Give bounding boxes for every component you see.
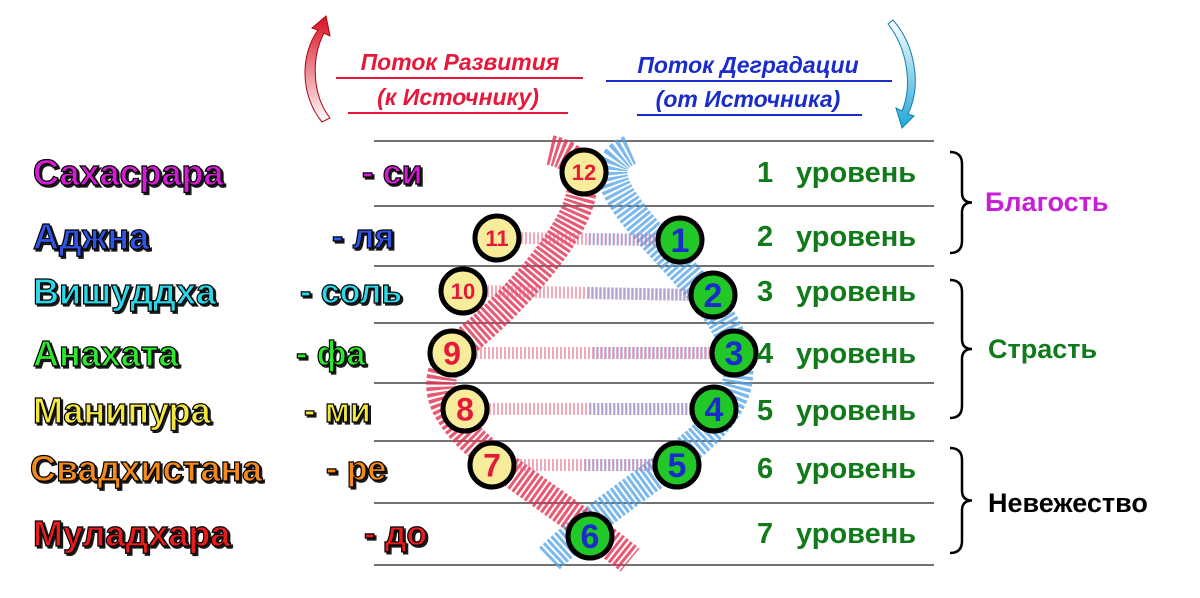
note-label: - ре bbox=[326, 450, 386, 488]
chakra-name: Аджна bbox=[33, 216, 150, 257]
development-step-circle bbox=[472, 213, 522, 263]
level-number: 1 bbox=[757, 157, 773, 189]
chakra-name: Вишуддха bbox=[33, 271, 217, 312]
development-step-number: 8 bbox=[456, 392, 474, 428]
blue-strand bbox=[537, 136, 754, 571]
level-word: уровень bbox=[796, 518, 916, 550]
note-label: - фа bbox=[296, 335, 367, 373]
degradation-step-number: 1 bbox=[671, 222, 690, 260]
note-label: - соль bbox=[300, 273, 402, 311]
group-bracket bbox=[949, 150, 973, 255]
degradation-step-circle bbox=[655, 215, 705, 265]
level-number: 2 bbox=[757, 221, 773, 253]
degradation-step-circle bbox=[565, 511, 615, 561]
degradation-flow-subtitle: (от Источника) bbox=[656, 86, 841, 112]
development-step-circle bbox=[427, 328, 477, 378]
degradation-step-circle bbox=[652, 440, 702, 490]
development-arrow-icon bbox=[304, 15, 331, 123]
chakra-name: Анахата bbox=[33, 333, 179, 374]
group-bracket bbox=[949, 278, 973, 420]
group-label: Невежество bbox=[988, 488, 1148, 518]
development-step-circle bbox=[440, 384, 490, 434]
degradation-step-number: 2 bbox=[704, 277, 723, 315]
note-label: - ля bbox=[332, 218, 394, 256]
level-word: уровень bbox=[796, 338, 916, 370]
group-label: Благость bbox=[985, 187, 1108, 217]
development-flow-subtitle: (к Источнику) bbox=[377, 84, 539, 110]
level-number: 4 bbox=[757, 338, 773, 370]
dna-helix bbox=[426, 135, 754, 572]
helix-rung-blue bbox=[587, 287, 694, 301]
helix-rung-blue bbox=[588, 233, 661, 246]
development-step-number: 10 bbox=[451, 279, 475, 304]
degradation-step-number: 5 bbox=[668, 447, 687, 485]
group-label: Страсть bbox=[988, 334, 1097, 364]
quality-groups: Благость Страсть Невежество bbox=[949, 150, 1148, 555]
development-step-circle bbox=[467, 440, 517, 490]
development-step-number: 12 bbox=[572, 160, 596, 185]
level-word: уровень bbox=[796, 276, 916, 308]
degradation-arrow-icon bbox=[887, 19, 916, 129]
note-label: - до bbox=[364, 515, 427, 553]
development-step-circle bbox=[438, 266, 488, 316]
chakra-name: Манипура bbox=[33, 390, 212, 431]
level-number: 3 bbox=[757, 276, 773, 308]
note-label: - ми bbox=[304, 392, 371, 430]
degradation-step-number: 6 bbox=[581, 518, 600, 556]
degradation-step-number: 3 bbox=[725, 335, 744, 373]
level-number: 5 bbox=[757, 395, 773, 427]
level-word: уровень bbox=[796, 157, 916, 189]
chakra-name: Муладхара bbox=[33, 513, 231, 554]
chakra-name: Свадхистана bbox=[30, 448, 263, 489]
degradation-step-circle bbox=[688, 270, 738, 320]
development-flow-title: Поток Развития bbox=[361, 49, 560, 75]
degradation-step-number: 4 bbox=[705, 391, 724, 429]
level-number: 7 bbox=[757, 518, 773, 550]
group-bracket bbox=[949, 446, 973, 555]
degradation-step-circle bbox=[689, 384, 739, 434]
level-number: 6 bbox=[757, 453, 773, 485]
development-step-number: 7 bbox=[483, 448, 501, 484]
level-word: уровень bbox=[796, 221, 916, 253]
chakra-name: Сахасрара bbox=[33, 152, 225, 193]
level-word: уровень bbox=[796, 453, 916, 485]
note-label: - си bbox=[362, 154, 423, 192]
level-word: уровень bbox=[796, 395, 916, 427]
development-step-number: 9 bbox=[443, 336, 461, 372]
development-step-number: 11 bbox=[485, 226, 508, 251]
degradation-flow-title: Поток Деградации bbox=[637, 52, 858, 78]
degradation-step-circle bbox=[709, 328, 759, 378]
development-step-circle bbox=[559, 147, 609, 197]
